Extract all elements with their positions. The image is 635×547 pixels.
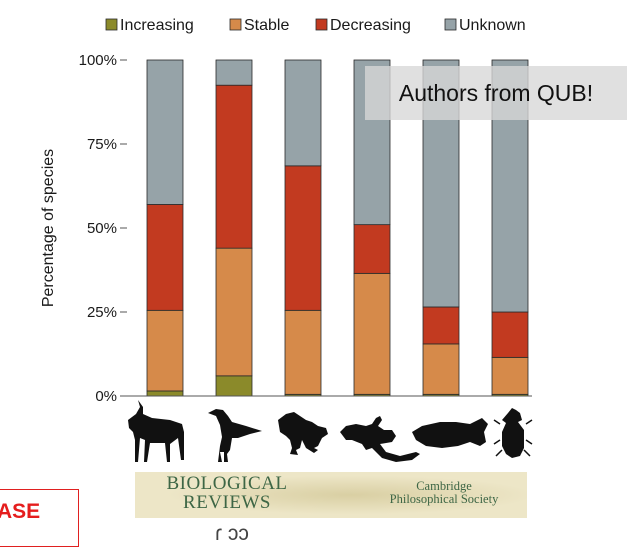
legend: Increasing Stable Decreasing Unknown xyxy=(105,17,526,34)
legend-swatch-increasing xyxy=(105,18,118,31)
society-line1: Cambridge xyxy=(416,479,472,493)
press-release-label: ASE xyxy=(0,500,41,523)
journal-title-line2: REVIEWS xyxy=(183,492,271,513)
legend-swatch-unknown xyxy=(444,18,457,31)
y-axis-ticks: 0% 25% 50% 75% 100% xyxy=(79,52,127,405)
fish-icon xyxy=(412,418,488,448)
lizard-icon xyxy=(340,416,420,462)
legend-label-unknown: Unknown xyxy=(459,17,526,34)
bar-segment-stable xyxy=(215,247,253,377)
bar-segment-stable xyxy=(284,309,322,395)
journal-title: BIOLOGICAL REVIEWS xyxy=(143,474,311,512)
y-tick-label: 100% xyxy=(79,52,117,69)
bar-segment-decreasing xyxy=(491,311,529,358)
bar-segment-increasing xyxy=(146,390,184,397)
beetle-icon xyxy=(493,408,533,458)
annotation-box: Authors from QUB! xyxy=(365,66,627,120)
y-tick-label: 75% xyxy=(87,136,117,153)
journal-banner: BIOLOGICAL REVIEWS Cambridge Philosophic… xyxy=(135,472,527,518)
bar-segment-stable xyxy=(353,272,391,395)
legend-label-stable: Stable xyxy=(244,17,289,34)
y-tick-label: 50% xyxy=(87,220,117,237)
legend-swatch-stable xyxy=(229,18,242,31)
bar-segment-decreasing xyxy=(284,165,322,311)
y-axis-title: Percentage of species xyxy=(40,149,57,307)
antelope-icon xyxy=(128,400,184,462)
frog-icon xyxy=(278,412,328,455)
bar-segment-stable xyxy=(491,356,529,395)
bar-segment-stable xyxy=(422,343,460,395)
bar-segment-increasing xyxy=(215,375,253,397)
bar-segment-unknown xyxy=(215,59,253,86)
journal-title-line1: BIOLOGICAL xyxy=(166,473,288,494)
bottom-partial-text: ɾ ɔɔ xyxy=(215,522,249,545)
bar-segment-decreasing xyxy=(422,306,460,345)
society-line2: Philosophical Society xyxy=(389,492,499,506)
y-tick-label: 25% xyxy=(87,304,117,321)
bar-segment-decreasing xyxy=(215,84,253,249)
bar-segment-decreasing xyxy=(353,224,391,274)
bird-icon xyxy=(208,409,262,462)
y-tick-label: 0% xyxy=(95,388,117,405)
bar-segment-stable xyxy=(146,309,184,392)
bar-segment-unknown xyxy=(284,59,322,167)
annotation-text: Authors from QUB! xyxy=(398,79,594,106)
bar-segment-unknown xyxy=(146,59,184,205)
bar-segment-decreasing xyxy=(146,204,184,311)
press-release-box: ASE xyxy=(0,489,79,547)
legend-swatch-decreasing xyxy=(315,18,328,31)
legend-label-decreasing: Decreasing xyxy=(330,17,411,34)
society-name: Cambridge Philosophical Society xyxy=(369,480,519,506)
legend-label-increasing: Increasing xyxy=(120,17,194,34)
